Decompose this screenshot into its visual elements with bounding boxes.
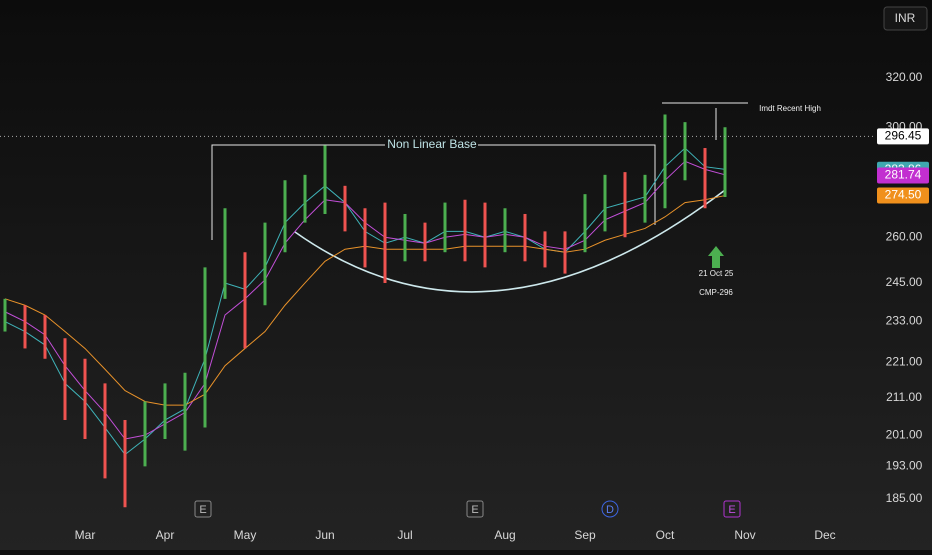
base-bracket [211, 144, 656, 240]
y-tick-label: 245.00 [886, 275, 923, 289]
event-label: E [199, 504, 206, 516]
event-marker [601, 500, 619, 518]
event-label: E [728, 504, 735, 516]
price-tag [877, 167, 929, 184]
y-tick-label: 201.00 [886, 427, 923, 441]
cmp-label: CMP-296 [699, 288, 733, 297]
arrow [708, 246, 724, 268]
price-tag-label: 274.50 [885, 188, 922, 202]
y-tick-label: 211.00 [886, 390, 922, 404]
x-tick-label: May [234, 528, 257, 542]
x-tick-label: Nov [734, 528, 755, 542]
x-tick-label: Sep [574, 528, 596, 542]
event-label: E [471, 504, 478, 516]
high-label: Imdt Recent High [759, 104, 821, 113]
date-label: 21 Oct 25 [699, 269, 734, 278]
price-tag [877, 128, 929, 145]
y-tick-label: 221.00 [886, 354, 923, 368]
y-tick-label: 260.00 [886, 229, 923, 243]
event-marker [194, 500, 212, 518]
currency-button[interactable] [883, 6, 928, 31]
x-tick-label: Mar [75, 528, 96, 542]
base-label: Non Linear Base [387, 137, 477, 151]
x-tick-label: Dec [814, 528, 835, 542]
x-tick-label: Aug [494, 528, 515, 542]
event-marker [466, 500, 484, 518]
price-tag-label: 281.74 [885, 168, 922, 182]
x-tick-label: Jun [315, 528, 334, 542]
y-tick-label: 233.00 [886, 314, 923, 328]
x-tick-label: Apr [156, 528, 175, 542]
x-tick-label: Oct [656, 528, 675, 542]
price-tag [877, 187, 929, 204]
x-tick-label: Jul [397, 528, 412, 542]
cup-curve [294, 189, 726, 293]
event-marker [723, 500, 741, 518]
y-tick-label: 185.00 [886, 491, 923, 505]
event-label: D [606, 504, 614, 516]
price-tag-label: 296.45 [885, 129, 922, 143]
y-tick-label: 320.00 [886, 70, 923, 84]
currency-label[interactable]: INR [895, 11, 916, 25]
y-tick-label: 193.00 [886, 459, 923, 473]
